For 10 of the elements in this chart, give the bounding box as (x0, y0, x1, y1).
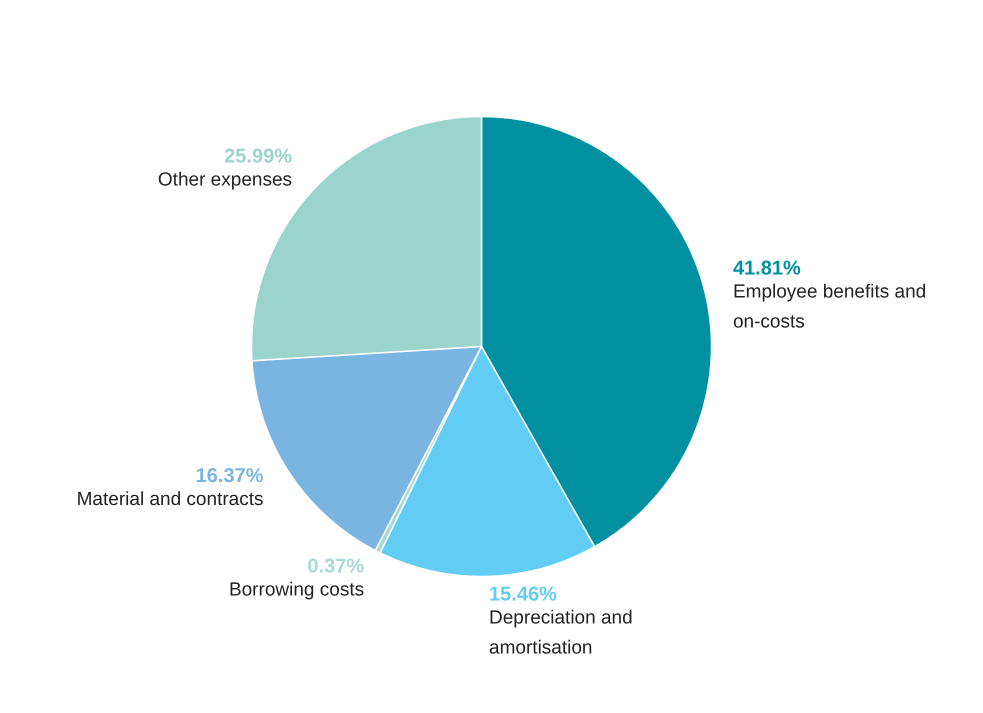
slice-label: Borrowing costs (228, 579, 364, 600)
slice-label: Employee benefits and on-costs (732, 281, 926, 332)
data-label: 25.99% (224, 145, 292, 168)
slice-label: Depreciation and amortisation (489, 607, 633, 658)
data-label: 0.37% (307, 555, 364, 578)
data-label: 15.46% (489, 583, 558, 606)
slice-label: Material and contracts (76, 489, 264, 510)
data-label: 16.37% (196, 465, 264, 488)
data-label: 41.81% (732, 257, 801, 280)
slice-label: Other expenses (158, 169, 292, 190)
